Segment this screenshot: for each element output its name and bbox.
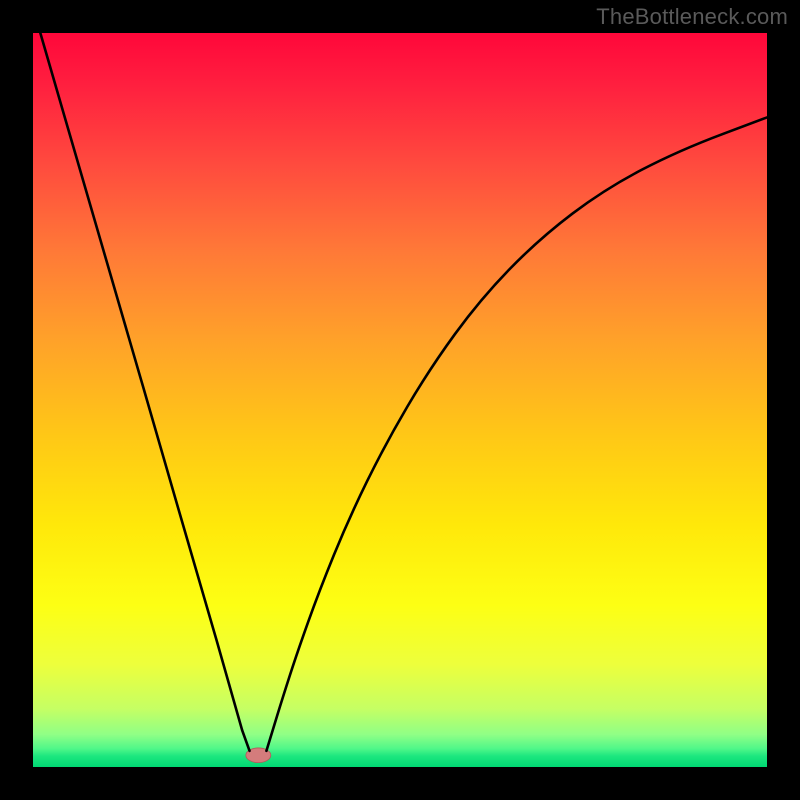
gradient-background bbox=[33, 33, 767, 767]
plot-area bbox=[33, 33, 767, 767]
chart-frame: TheBottleneck.com bbox=[0, 0, 800, 800]
chart-svg bbox=[33, 33, 767, 767]
watermark-text: TheBottleneck.com bbox=[596, 4, 788, 30]
